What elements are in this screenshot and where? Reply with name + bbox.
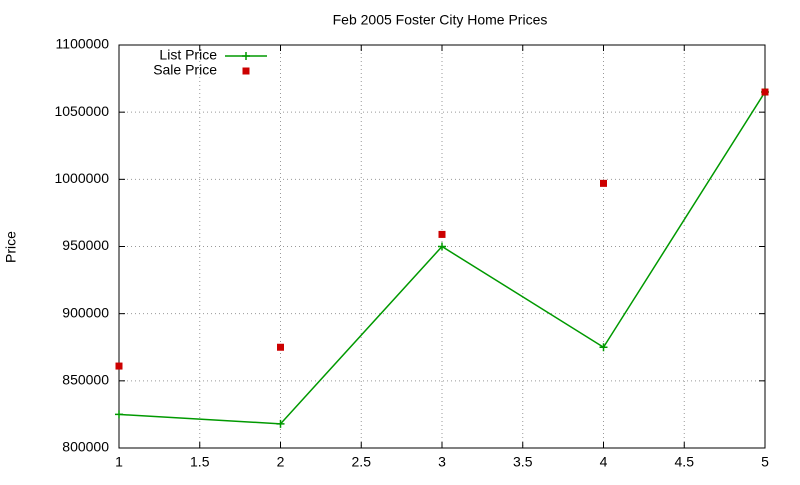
y-tick-label: 800000 <box>62 439 109 455</box>
x-tick-label: 1.5 <box>190 454 210 470</box>
y-tick-label: 900000 <box>62 304 109 320</box>
y-tick-label: 1000000 <box>54 170 109 186</box>
legend-label: List Price <box>159 47 217 63</box>
x-tick-label: 2.5 <box>352 454 372 470</box>
y-tick-label: 850000 <box>62 372 109 388</box>
y-tick-label: 1050000 <box>54 103 109 119</box>
x-tick-label: 2 <box>277 454 285 470</box>
plot-border <box>118 44 766 449</box>
data-point <box>438 242 446 251</box>
legend-label: Sale Price <box>153 62 217 78</box>
x-tick-label: 5 <box>761 454 769 470</box>
x-tick-label: 4 <box>600 454 608 470</box>
legend-marker <box>242 67 250 75</box>
y-axis-label: Price <box>3 231 19 263</box>
y-tick-label: 1100000 <box>56 36 110 52</box>
chart-title: Feb 2005 Foster City Home Prices <box>333 12 548 28</box>
x-tick-label: 1 <box>115 454 123 470</box>
data-point <box>276 419 285 428</box>
data-point <box>761 88 769 96</box>
data-point <box>438 230 446 238</box>
data-point <box>600 179 607 187</box>
x-tick-label: 4.5 <box>675 454 695 470</box>
y-tick-label: 950000 <box>62 237 109 253</box>
data-point <box>115 410 123 419</box>
data-point <box>115 362 123 370</box>
data-point <box>277 343 284 351</box>
data-point <box>599 343 608 352</box>
legend-marker <box>242 52 250 60</box>
x-tick-label: 3 <box>438 454 446 470</box>
x-tick-label: 3.5 <box>513 454 533 470</box>
